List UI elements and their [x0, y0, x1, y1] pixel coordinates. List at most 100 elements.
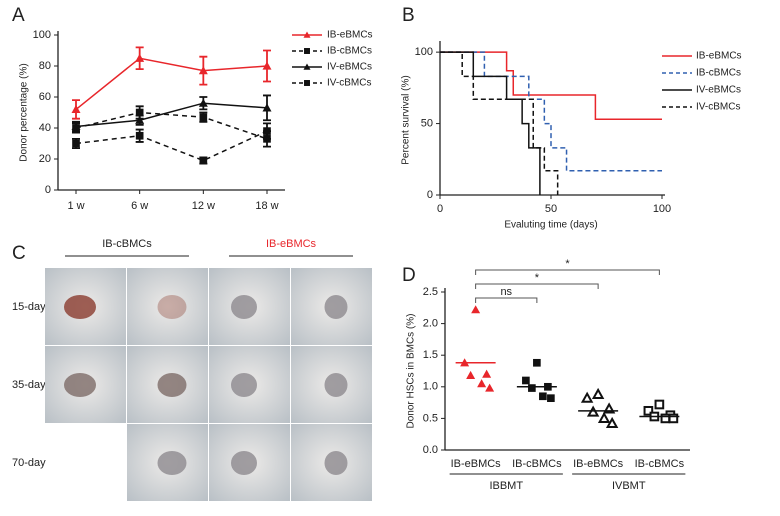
wound [157, 373, 187, 397]
bracket [475, 269, 660, 275]
legend-label: IV-eBMCs [327, 62, 372, 73]
marker [668, 413, 679, 424]
y-axis-label: Donor percentage (%) [19, 63, 30, 161]
marker [199, 113, 208, 121]
marker [482, 369, 492, 378]
marker [654, 399, 665, 410]
marker [580, 391, 594, 403]
wound [324, 451, 348, 475]
marker [72, 139, 80, 148]
significance: ns [500, 286, 512, 298]
wound [231, 451, 257, 475]
marker [528, 384, 536, 392]
marker [135, 131, 144, 140]
legend-label: IB-eBMCs [696, 51, 742, 62]
x-tick-label: 100 [653, 203, 671, 215]
marker [597, 411, 611, 423]
y-axis-label: Donor HSCs in BMCs (%) [406, 313, 417, 428]
y-tick-label: 100 [415, 46, 433, 58]
marker [591, 387, 605, 399]
series-line [75, 111, 268, 140]
marker [135, 115, 145, 124]
marker [471, 305, 481, 314]
x-tick-label: 50 [545, 203, 557, 215]
y-tick-label: 1.5 [423, 349, 438, 361]
panel-label: D [402, 265, 416, 286]
y-axis-label: Percent survival (%) [401, 75, 412, 164]
y-tick-label: 0.5 [423, 412, 438, 424]
x-tick-label: 6 w [131, 200, 148, 212]
wound [324, 373, 348, 397]
survival-line [440, 51, 662, 121]
legend-label: IB-cBMCs [327, 46, 372, 57]
column-header: IB-eBMCs [266, 238, 317, 250]
group-label: IBBMT [489, 480, 523, 492]
row-label: 35-day [12, 379, 46, 391]
bracket [475, 297, 538, 303]
x-tick-label: IB-eBMCs [451, 458, 502, 470]
marker [477, 379, 487, 388]
x-tick-label: 18 w [255, 200, 278, 212]
marker [198, 98, 208, 107]
marker [304, 80, 310, 86]
marker [643, 405, 654, 416]
panel-label: B [402, 5, 415, 26]
y-tick-label: 2.5 [423, 286, 438, 298]
row-label: 15-day [12, 301, 46, 313]
row-label: 70-day [12, 457, 46, 469]
legend-label: IV-eBMCs [696, 85, 741, 96]
marker [660, 413, 671, 424]
marker [485, 383, 495, 392]
x-tick-label: 12 w [192, 200, 215, 212]
y-tick-label: 100 [33, 29, 51, 41]
marker [135, 53, 145, 62]
series-line [75, 57, 268, 110]
marker [466, 370, 476, 380]
significance: * [535, 272, 540, 284]
column-header: IB-cBMCs [102, 238, 152, 250]
bracket [475, 283, 599, 289]
y-tick-label: 0 [427, 189, 433, 201]
marker [605, 416, 619, 429]
photo [127, 268, 208, 345]
marker [303, 63, 311, 70]
marker [586, 405, 600, 417]
marker [522, 376, 530, 385]
marker [533, 358, 541, 367]
y-tick-label: 1.0 [423, 381, 438, 393]
survival-line [440, 51, 662, 172]
legend-label: IB-eBMCs [327, 30, 373, 41]
y-tick-label: 0.0 [423, 444, 438, 456]
wound [231, 373, 257, 397]
wound [324, 295, 348, 319]
marker [262, 61, 272, 70]
legend-label: IV-cBMCs [696, 102, 740, 113]
y-tick-label: 50 [421, 117, 433, 129]
wound [64, 295, 96, 319]
y-tick-label: 40 [39, 122, 51, 134]
marker [198, 66, 208, 75]
survival-line [440, 51, 541, 195]
x-tick-label: 0 [437, 203, 443, 215]
marker [263, 127, 271, 135]
marker [71, 104, 81, 113]
series-line [75, 130, 268, 162]
x-tick-label: 1 w [67, 200, 84, 212]
x-tick-label: IB-eBMCs [573, 458, 624, 470]
panel-label: A [12, 5, 25, 26]
survival-line [440, 51, 559, 195]
y-tick-label: 20 [39, 153, 51, 165]
y-tick-label: 80 [39, 60, 51, 72]
marker [262, 103, 272, 112]
y-tick-label: 0 [45, 184, 51, 196]
wound [64, 373, 96, 397]
marker [71, 121, 81, 131]
y-tick-label: 60 [39, 91, 51, 103]
panel-label: C [12, 243, 26, 264]
wound [157, 451, 187, 475]
marker [303, 31, 311, 38]
wound [157, 295, 187, 319]
marker [135, 108, 144, 117]
legend-label: IV-cBMCs [327, 78, 371, 89]
